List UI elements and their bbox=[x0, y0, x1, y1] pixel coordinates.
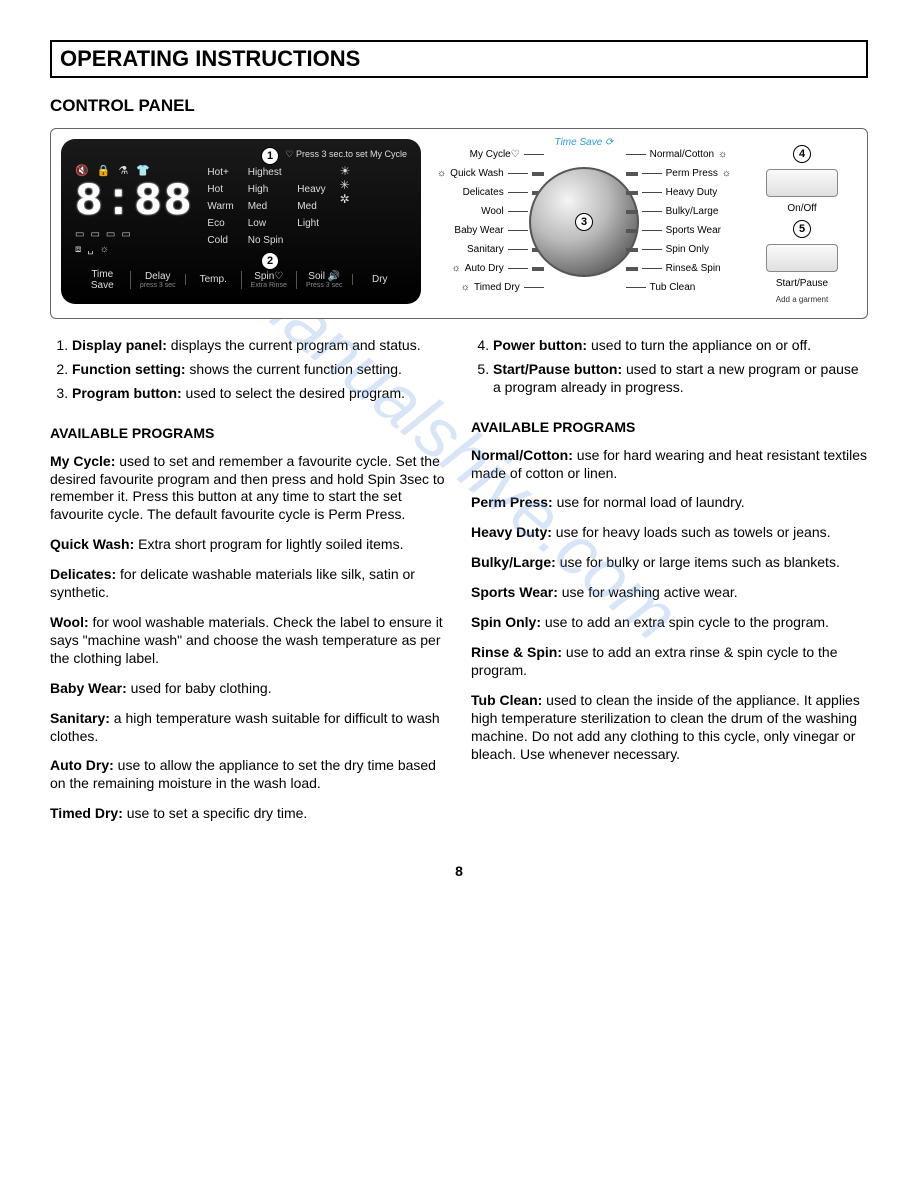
startpause-button bbox=[766, 244, 838, 272]
lcd-panel: 1 2 ♡ Press 3 sec.to set My Cycle 🔇🔒⚗👕 8… bbox=[61, 139, 421, 304]
lcd-small-icons: ▭▭▭▭ bbox=[75, 229, 193, 240]
timesave-label: Time Save ⟳ bbox=[555, 137, 614, 148]
programs-left: My Cycle: used to set and remember a fav… bbox=[50, 453, 447, 824]
list-item: Display panel: displays the current prog… bbox=[72, 337, 447, 355]
callout-1: 1 bbox=[261, 147, 279, 165]
right-buttons: 4 On/Off 5 Start/Pause Add a garment bbox=[747, 139, 857, 304]
lcd-bottom-row: Time Save Delaypress 3 sec Temp. Spin♡Ex… bbox=[75, 265, 407, 291]
temp-column: Hot+ Hot Warm Eco Cold bbox=[207, 164, 233, 249]
onoff-button bbox=[766, 169, 838, 197]
program-dial: 3 bbox=[529, 167, 639, 277]
list-item: Function setting: shows the current func… bbox=[72, 361, 447, 379]
dial-labels-left: My Cycle♡ ☼Quick Wash Delicates Wool Bab… bbox=[437, 149, 544, 293]
brightness-icons: ☀✳✲ bbox=[340, 164, 351, 206]
dial-labels-right: Normal/Cotton ☼ Perm Press ☼ Heavy Duty … bbox=[626, 149, 731, 293]
list-item: Power button: used to turn the appliance… bbox=[493, 337, 868, 355]
numbered-list-left: Display panel: displays the current prog… bbox=[50, 337, 447, 403]
control-panel-figure: 1 2 ♡ Press 3 sec.to set My Cycle 🔇🔒⚗👕 8… bbox=[50, 128, 868, 319]
list-item: Start/Pause button: used to start a new … bbox=[493, 361, 868, 397]
spin-column: Highest High Med Low No Spin bbox=[248, 164, 284, 249]
page-number: 8 bbox=[50, 863, 868, 879]
soil-column: Heavy Med Light bbox=[297, 164, 325, 232]
list-item: Program button: used to select the desir… bbox=[72, 385, 447, 403]
programs-right: Normal/Cotton: use for hard wearing and … bbox=[471, 447, 868, 764]
available-programs-heading-left: AVAILABLE PROGRAMS bbox=[50, 425, 447, 443]
lcd-small-icons-2: ⧈␣☼ bbox=[75, 244, 193, 255]
callout-5: 5 bbox=[793, 220, 811, 238]
subheading-control-panel: CONTROL PANEL bbox=[50, 96, 868, 116]
callout-3: 3 bbox=[575, 213, 593, 231]
seven-segment: 8:88 bbox=[75, 181, 193, 225]
startpause-sublabel: Add a garment bbox=[776, 295, 828, 304]
available-programs-heading-right: AVAILABLE PROGRAMS bbox=[471, 419, 868, 437]
dial-area: Time Save ⟳ My Cycle♡ ☼Quick Wash Delica… bbox=[431, 139, 737, 304]
mycycle-hint: ♡ Press 3 sec.to set My Cycle bbox=[285, 149, 407, 160]
numbered-list-right: Power button: used to turn the appliance… bbox=[471, 337, 868, 397]
callout-2: 2 bbox=[261, 252, 279, 270]
startpause-label: Start/Pause bbox=[776, 278, 828, 289]
onoff-label: On/Off bbox=[787, 203, 816, 214]
callout-4: 4 bbox=[793, 145, 811, 163]
section-title: OPERATING INSTRUCTIONS bbox=[50, 40, 868, 78]
